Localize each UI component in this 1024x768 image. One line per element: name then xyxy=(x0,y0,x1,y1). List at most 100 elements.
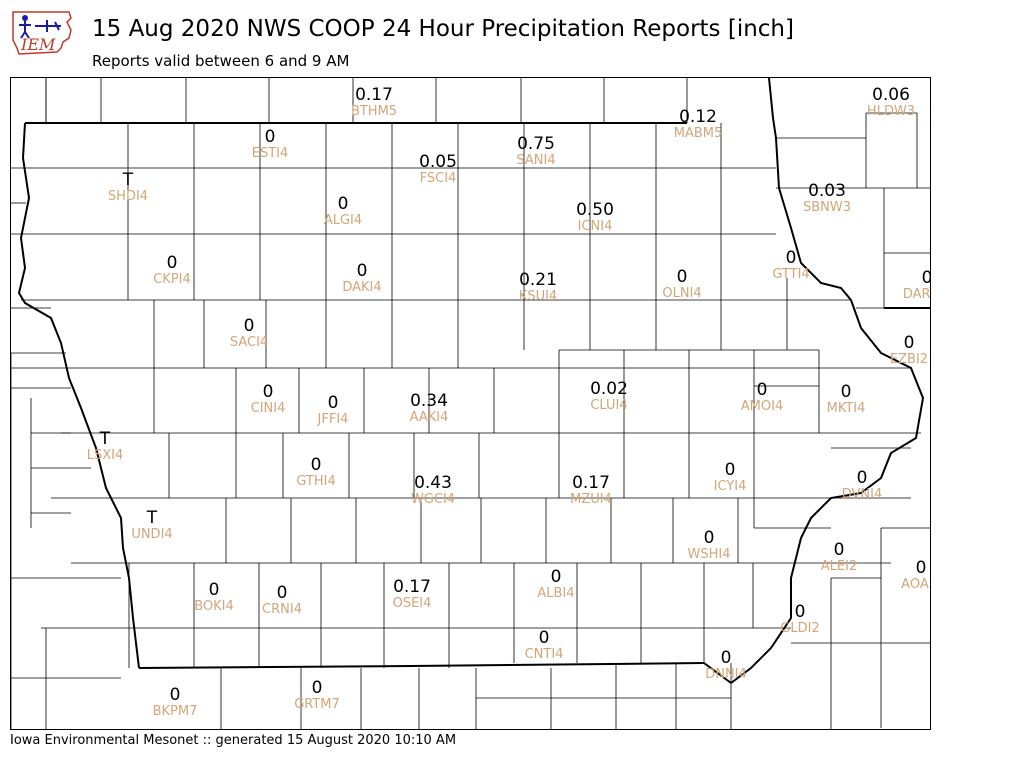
station-gldi2: 0 GLDI2 xyxy=(780,603,819,636)
station-shdi4: T SHDI4 xyxy=(108,171,148,204)
station-crni4: 0 CRNI4 xyxy=(262,584,302,617)
station-id: SANI4 xyxy=(516,153,556,168)
station-value: 0 xyxy=(785,248,797,268)
station-id: CLUI4 xyxy=(590,398,628,413)
station-bkpm7: 0 BKPM7 xyxy=(153,686,198,719)
station-albi4: 0 ALBI4 xyxy=(537,568,574,601)
station-id: SACI4 xyxy=(229,335,269,350)
station-value: 0 xyxy=(856,468,868,488)
station-value: 0 xyxy=(794,602,806,622)
station-ksui4: 0.21 KSUI4 xyxy=(519,271,557,304)
station-algi4: 0 ALGI4 xyxy=(324,195,362,228)
page-title: 15 Aug 2020 NWS COOP 24 Hour Precipitati… xyxy=(92,16,794,42)
station-sani4: 0.75 SANI4 xyxy=(516,135,555,168)
station-value: 0 xyxy=(538,628,550,648)
station-sbnw3: 0.03 SBNW3 xyxy=(803,182,851,215)
station-value: 0 xyxy=(276,583,288,603)
station-value: 0 xyxy=(756,380,768,400)
station-value: 0.02 xyxy=(590,379,628,399)
station-value: 0.17 xyxy=(393,577,431,597)
station-value: 0 xyxy=(166,253,178,273)
station-aoai2: 0AOAI2 xyxy=(901,559,930,592)
station-id: BTHM5 xyxy=(350,104,398,119)
station-id: OLNI4 xyxy=(662,286,702,301)
station-aaki4: 0.34 AAKI4 xyxy=(410,392,449,425)
station-value: 0 xyxy=(833,540,845,560)
station-id: GLDI2 xyxy=(780,621,820,636)
station-mabm5: 0.12 MABM5 xyxy=(674,108,723,141)
footer-credit: Iowa Environmental Mesonet :: generated … xyxy=(10,733,457,748)
station-id: WSHI4 xyxy=(687,547,731,562)
station-id: JFFI4 xyxy=(317,412,349,427)
station-lsxi4: T LSXI4 xyxy=(87,430,124,463)
station-value: 0 xyxy=(208,580,220,600)
station-value: T xyxy=(122,170,134,190)
station-id: SHDI4 xyxy=(107,189,149,204)
station-id: MABM5 xyxy=(673,126,723,141)
station-bthm5: 0.17 BTHM5 xyxy=(351,86,397,119)
county-boundaries xyxy=(11,78,930,729)
station-id: AMOI4 xyxy=(740,399,784,414)
station-fsci4: 0.05 FSCI4 xyxy=(419,153,457,186)
station-value: 0 xyxy=(264,127,276,147)
station-id: DVNI4 xyxy=(841,487,883,502)
station-value: 0 xyxy=(703,528,715,548)
iem-logo: IEM xyxy=(11,8,73,60)
station-id: DNNI4 xyxy=(705,667,747,682)
station-value: 0 xyxy=(337,194,349,214)
station-id: DAKI4 xyxy=(342,280,382,295)
station-id: OSEI4 xyxy=(392,596,432,611)
station-id: MKTI4 xyxy=(826,401,866,416)
station-value: 0 xyxy=(676,267,688,287)
station-id: ICNI4 xyxy=(577,219,613,234)
station-clui4: 0.02 CLUI4 xyxy=(590,380,628,413)
station-icyi4: 0 ICYI4 xyxy=(714,461,747,494)
station-id: MZUI4 xyxy=(570,492,612,507)
station-value: 0.12 xyxy=(679,107,717,127)
station-value: T xyxy=(99,429,111,449)
station-value: 0 xyxy=(356,261,368,281)
station-id: HLDW3 xyxy=(866,104,916,119)
station-value: 0 xyxy=(311,678,323,698)
station-value: 0 xyxy=(840,382,852,402)
station-value: 0.03 xyxy=(808,181,846,201)
station-value: 0 xyxy=(243,316,255,336)
station-id: ICYI4 xyxy=(713,479,747,494)
station-value: 0 xyxy=(262,382,274,402)
station-boki4: 0 BOKI4 xyxy=(194,581,234,614)
station-hldw3: 0.06 HLDW3 xyxy=(867,86,915,119)
station-id: UNDI4 xyxy=(131,527,173,542)
station-ezbi2: 0 EZBI2 xyxy=(890,334,928,367)
station-value: 0.17 xyxy=(572,473,610,493)
station-id: LSXI4 xyxy=(86,448,124,463)
station-olni4: 0 OLNI4 xyxy=(662,268,701,301)
station-value: 0 xyxy=(903,333,915,353)
station-id: ALBI4 xyxy=(537,586,575,601)
station-id: KSUI4 xyxy=(518,289,558,304)
station-value: 0.17 xyxy=(355,85,393,105)
station-value: 0 xyxy=(724,460,736,480)
station-id: ESTI4 xyxy=(251,146,289,161)
station-id: GTHI4 xyxy=(296,474,336,489)
station-value: 0.43 xyxy=(414,473,452,493)
station-id: FSCI4 xyxy=(419,171,457,186)
station-value: T xyxy=(146,508,158,528)
station-wgci4: 0.43 WGCI4 xyxy=(411,474,455,507)
station-id: AAKI4 xyxy=(409,410,449,425)
station-id: CRNI4 xyxy=(262,602,302,617)
precipitation-map: 0.17 BTHM5 0.06 HLDW3 0.12 MABM5 0 ESTI4 0.05 FSC… xyxy=(10,77,931,730)
station-darw3: 0DARW3 xyxy=(902,269,931,302)
station-wshi4: 0 WSHI4 xyxy=(688,529,731,562)
station-id: DARW3 xyxy=(902,287,931,302)
station-value: 0.21 xyxy=(519,270,557,290)
station-value: 0.05 xyxy=(419,152,457,172)
station-id: GTTI4 xyxy=(772,267,810,282)
station-id: BKPM7 xyxy=(152,704,198,719)
station-undi4: T UNDI4 xyxy=(131,509,172,542)
station-id: WGCI4 xyxy=(410,492,456,507)
station-id: GRTM7 xyxy=(294,697,340,712)
station-id: CNTI4 xyxy=(524,647,564,662)
station-amoi4: 0 AMOI4 xyxy=(741,381,783,414)
station-dvni4: 0 DVNI4 xyxy=(842,469,883,502)
station-value: 0 xyxy=(550,567,562,587)
